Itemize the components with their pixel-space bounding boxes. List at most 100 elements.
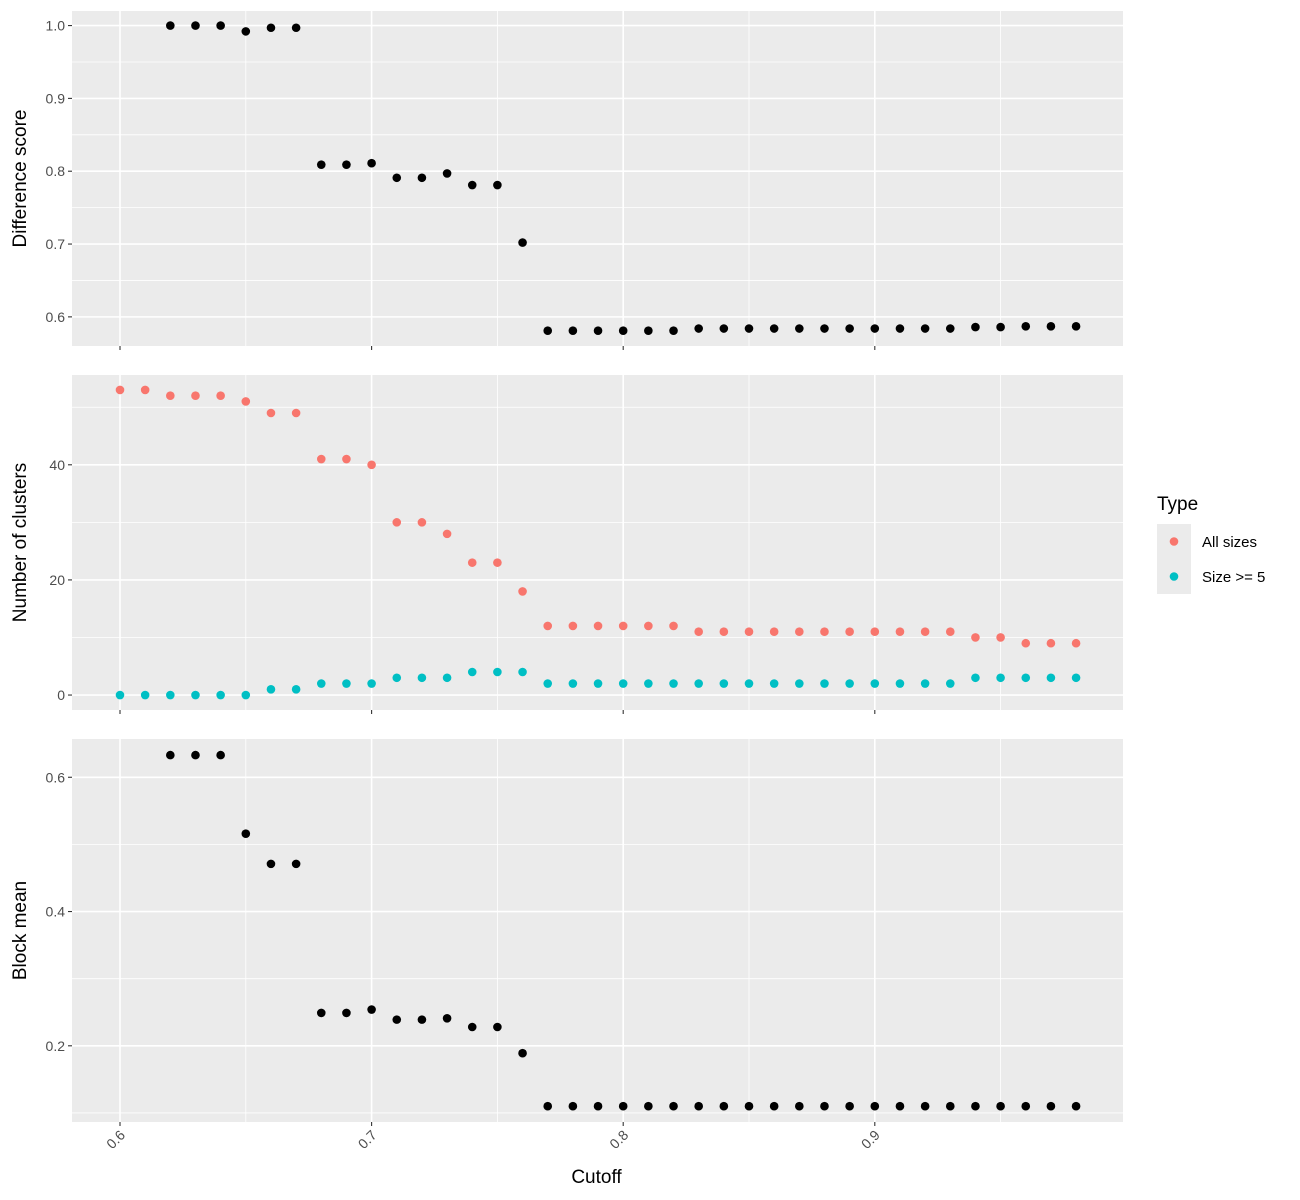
data-point (644, 621, 653, 631)
data-point (291, 408, 301, 418)
data-point (920, 324, 930, 333)
data-point (593, 679, 603, 688)
data-point (543, 679, 553, 688)
data-point (568, 621, 578, 631)
data-point (820, 324, 829, 333)
data-point (367, 679, 376, 688)
data-point (493, 180, 502, 190)
data-point (342, 160, 351, 169)
data-point (895, 679, 905, 688)
data-point (367, 1005, 376, 1014)
data-point (996, 633, 1005, 642)
data-point (1071, 1101, 1081, 1111)
data-point (971, 322, 980, 332)
data-point (442, 529, 452, 539)
data-point (694, 1101, 703, 1111)
y-tick-label: 0.4 (46, 904, 66, 920)
y-axis-title: Block mean (10, 881, 31, 980)
legend: Type All sizes Size >= 5 (1157, 494, 1265, 594)
data-point (644, 1101, 653, 1111)
data-point (166, 391, 175, 401)
data-point (241, 690, 251, 700)
data-point (593, 326, 603, 336)
data-point (518, 238, 527, 247)
data-point (895, 1101, 905, 1111)
data-point (166, 750, 175, 760)
data-point (392, 1015, 402, 1024)
data-point (694, 679, 703, 688)
data-point (971, 633, 980, 642)
panel-background (72, 11, 1123, 346)
data-point (795, 1101, 804, 1111)
data-point (417, 1015, 427, 1024)
data-point (291, 684, 301, 694)
legend-label: Size >= 5 (1202, 569, 1265, 586)
y-tick-label: 0.6 (46, 769, 66, 785)
data-point (719, 1101, 729, 1111)
data-point (845, 324, 854, 333)
data-point (140, 690, 150, 700)
legend-marker (1169, 537, 1179, 546)
data-point (744, 679, 754, 688)
data-point (417, 173, 427, 183)
data-point (719, 324, 729, 333)
data-point (316, 1008, 326, 1018)
data-point (694, 627, 703, 637)
data-point (1046, 1101, 1056, 1111)
data-point (694, 324, 703, 333)
data-point (442, 1013, 452, 1023)
data-point (1021, 638, 1031, 648)
data-point (795, 324, 804, 333)
data-point (442, 673, 452, 683)
data-point (191, 690, 200, 700)
data-point (769, 324, 779, 333)
data-point (1021, 1101, 1031, 1111)
data-point (316, 454, 326, 464)
series-difference (166, 21, 1081, 336)
data-point (442, 169, 452, 178)
data-point (845, 627, 854, 637)
data-point (820, 1101, 829, 1111)
data-point (669, 679, 678, 688)
data-point (1021, 322, 1031, 331)
data-point (719, 679, 729, 688)
data-point (266, 408, 276, 418)
data-point (618, 326, 628, 336)
data-point (493, 558, 502, 567)
data-point (493, 667, 502, 677)
data-point (1046, 673, 1056, 683)
x-tick-label: 0.7 (355, 1127, 380, 1152)
data-point (568, 326, 578, 336)
data-point (467, 180, 477, 190)
data-point (316, 160, 326, 169)
y-axis-title: Number of clusters (10, 463, 31, 622)
data-point (266, 23, 276, 33)
data-point (669, 326, 678, 336)
data-point (845, 1101, 854, 1111)
data-point (744, 627, 754, 637)
data-point (744, 324, 754, 333)
data-point (191, 391, 200, 401)
y-tick-label: 0.7 (46, 236, 66, 252)
data-point (166, 690, 175, 700)
data-point (241, 829, 251, 838)
data-point (115, 690, 125, 700)
data-point (216, 21, 225, 30)
chart-panels: 0.6 0.7 0.8 0.9 1.0 Difference score 0 20 40 Numb… (10, 11, 1123, 1126)
data-point (618, 679, 628, 688)
data-point (895, 627, 905, 637)
data-point (618, 1101, 628, 1111)
data-point (543, 1101, 553, 1111)
data-point (971, 1101, 980, 1111)
data-point (367, 460, 376, 470)
data-point (744, 1101, 754, 1111)
legend-title: Type (1157, 494, 1198, 515)
data-point (216, 391, 225, 401)
panel-block: 0.2 0.4 0.6 Block mean (10, 739, 1123, 1126)
data-point (140, 385, 150, 395)
y-tick-label: 0.9 (46, 90, 66, 106)
data-point (820, 627, 829, 637)
data-point (342, 1008, 351, 1018)
data-point (115, 385, 125, 395)
